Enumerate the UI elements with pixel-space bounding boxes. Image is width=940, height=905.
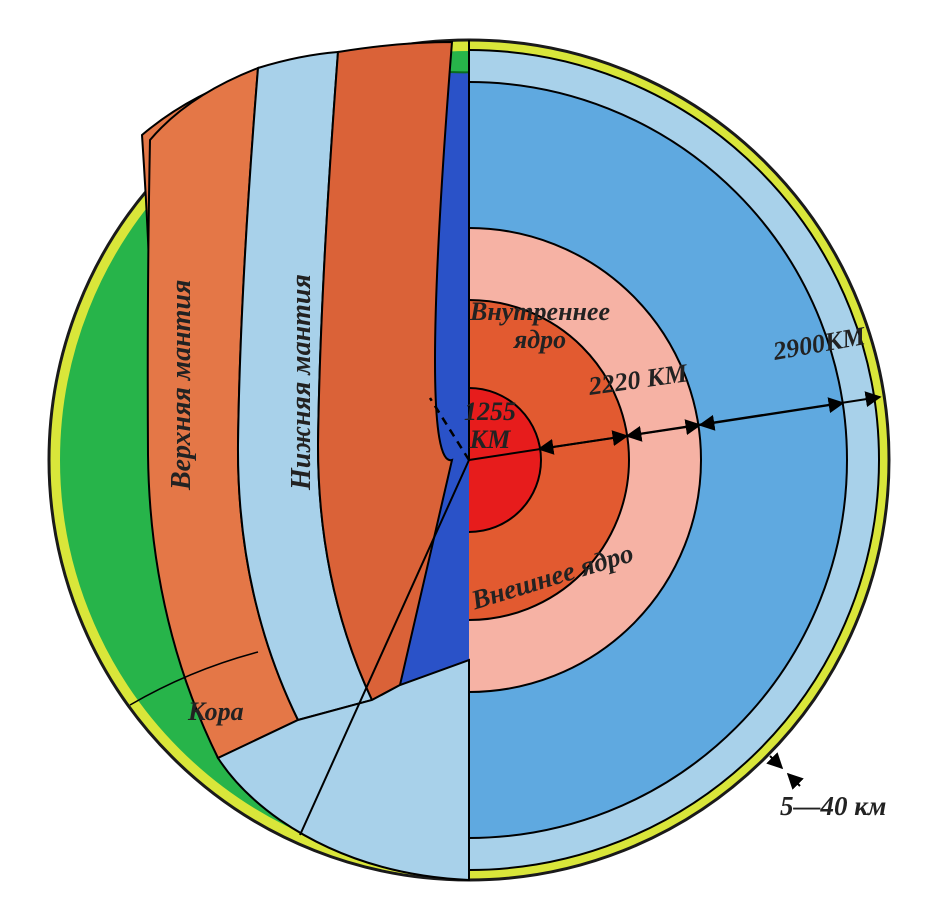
label-inner-core-1: Внутреннее [469,297,610,326]
label-crust: Кора [187,697,244,726]
label-inner-core-2: ядро [513,325,566,354]
label-lower-mantle: Нижняя мантия [286,274,317,491]
crust-dim-arrows [770,756,800,786]
label-inner-core-dim-1: 1255 [464,397,516,426]
earth-structure-diagram: Верхняя мантия Нижняя мантия Внутреннее … [0,0,940,905]
label-crust-dim: 5—40 км [780,791,886,821]
label-inner-core-dim-2: КМ [469,425,512,454]
label-upper-mantle: Верхняя мантия [166,280,197,491]
